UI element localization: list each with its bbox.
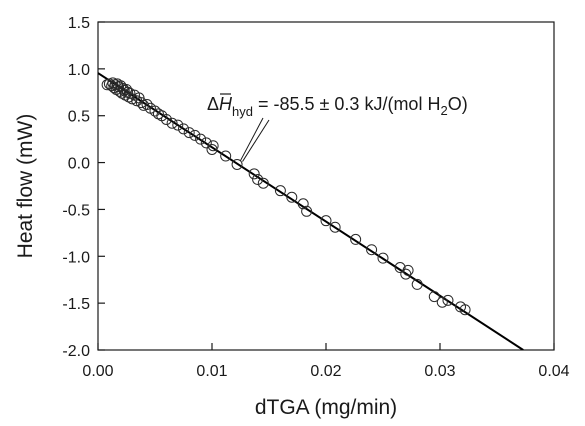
x-axis-ticks: 0.00 0.01 0.02 0.03 0.04 [82, 343, 570, 380]
data-point [442, 294, 454, 306]
y-tick-label: -0.5 [62, 202, 90, 219]
data-point [231, 158, 243, 170]
data-point [350, 233, 362, 245]
data-point [195, 133, 207, 145]
y-tick-label: 0.5 [68, 109, 90, 126]
y-axis-ticks: 1.5 1.0 0.5 0.0 -0.5 -1.0 -1.5 -2.0 [62, 15, 105, 360]
data-point [377, 252, 389, 264]
annotation-suffix: O) [448, 94, 468, 114]
y-tick-label: 1.0 [68, 62, 90, 79]
y-tick-label: 0.0 [68, 156, 90, 173]
data-point [160, 113, 172, 125]
fit-line-group [98, 72, 524, 350]
annotation-arrow-2 [242, 119, 270, 162]
y-tick-label: 1.5 [68, 15, 90, 32]
data-point [172, 119, 184, 131]
annotation-symbol: H [219, 94, 233, 114]
data-point [207, 140, 219, 152]
y-axis-title: Heat flow (mW) [14, 114, 37, 259]
data-point [366, 244, 378, 256]
annotation-arrow [240, 117, 264, 161]
annotation: ΔHhyd = -85.5 ± 0.3 kJ/(mol H2O) [207, 93, 468, 162]
data-point [286, 191, 298, 203]
data-point [402, 264, 414, 276]
data-point [436, 296, 448, 308]
data-point [301, 205, 313, 217]
y-tick-label: -1.0 [62, 249, 90, 266]
data-point [274, 185, 286, 197]
fit-line [98, 72, 524, 350]
data-point [428, 291, 440, 303]
x-tick-label: 0.02 [310, 363, 341, 380]
data-point [183, 127, 195, 139]
data-point [459, 304, 471, 316]
annotation-subscript: hyd [232, 104, 253, 119]
data-point [257, 177, 269, 189]
data-point [135, 97, 147, 109]
plot-frame [97, 21, 555, 351]
data-point [107, 77, 119, 89]
annotation-value: = -85.5 ± 0.3 kJ/(mol H [253, 94, 440, 114]
annotation-h2o-subscript: 2 [440, 103, 447, 118]
data-point [394, 262, 406, 274]
data-point [220, 150, 232, 162]
data-point [141, 98, 153, 110]
data-point [189, 129, 201, 141]
data-point [248, 168, 260, 180]
data-point [297, 198, 309, 210]
x-tick-label: 0.01 [196, 363, 227, 380]
x-tick-label: 0.03 [424, 363, 455, 380]
annotation-delta: Δ [207, 94, 219, 114]
data-point [200, 137, 212, 149]
y-tick-label: -1.5 [62, 296, 90, 313]
data-point [114, 85, 126, 97]
data-point [124, 87, 136, 99]
x-tick-label: 0.04 [538, 363, 569, 380]
y-tick-label: -2.0 [62, 343, 90, 360]
data-point [320, 215, 332, 227]
x-axis-title: dTGA (mg/min) [255, 396, 397, 419]
annotation-text: ΔHhyd = -85.5 ± 0.3 kJ/(mol H2O) [207, 94, 468, 119]
data-point [411, 278, 423, 290]
data-points [101, 77, 471, 316]
data-point [329, 221, 341, 233]
data-point [166, 117, 178, 129]
data-point [252, 173, 264, 185]
x-tick-label: 0.00 [82, 363, 113, 380]
data-point [178, 123, 189, 135]
